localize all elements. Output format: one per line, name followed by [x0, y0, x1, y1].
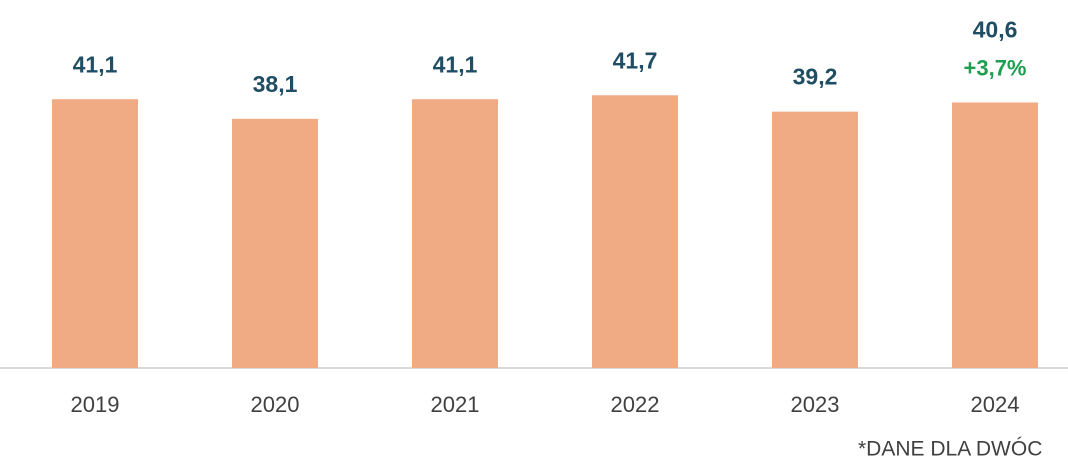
x-tick-label: 2021: [431, 392, 480, 417]
value-label: 41,1: [433, 51, 478, 77]
footnote: *DANE DLA DWÓC: [858, 438, 1042, 461]
bar: [232, 118, 318, 369]
value-note: +3,7%: [964, 55, 1027, 80]
x-tick-label: 2024: [971, 392, 1020, 417]
value-label: 38,1: [253, 71, 298, 97]
value-label: 41,7: [613, 47, 658, 73]
value-label: 41,1: [73, 51, 118, 77]
value-label: 40,6: [973, 17, 1018, 43]
bar: [412, 99, 498, 369]
x-tick-label: 2022: [611, 392, 660, 417]
bar: [772, 111, 858, 368]
bar: [52, 99, 138, 369]
bar: [592, 95, 678, 369]
x-tick-label: 2023: [791, 392, 840, 417]
x-tick-label: 2019: [71, 392, 120, 417]
x-tick-label: 2020: [251, 392, 300, 417]
value-label: 39,2: [793, 64, 838, 90]
bar: [952, 102, 1038, 368]
